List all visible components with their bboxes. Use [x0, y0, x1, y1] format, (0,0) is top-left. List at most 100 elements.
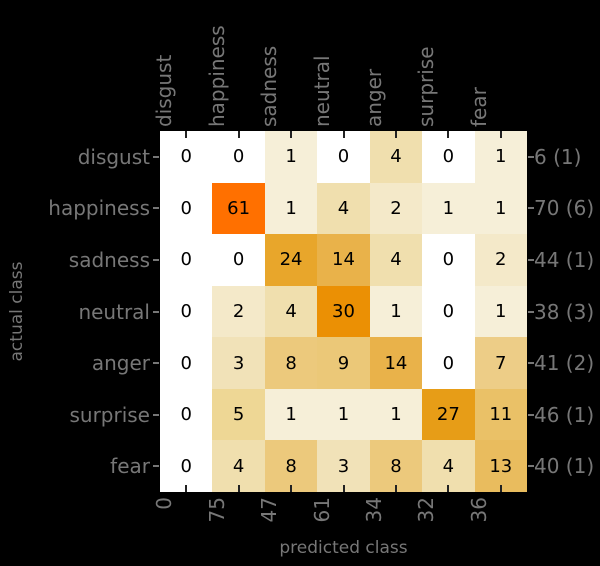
top-tick: [237, 131, 240, 138]
matrix-cell: 0: [160, 440, 213, 492]
matrix-cell: 8: [264, 440, 318, 492]
matrix-cell: 1: [264, 131, 318, 183]
column-total-label: 36: [466, 497, 491, 523]
matrix-cell: 1: [369, 388, 423, 441]
left-tick: [153, 362, 159, 365]
matrix-cell: 4: [317, 182, 370, 235]
x-axis-tick-label: happiness: [204, 25, 229, 127]
bottom-tick: [185, 485, 188, 492]
matrix-cell: 0: [212, 234, 265, 286]
matrix-cell: 27: [422, 388, 475, 441]
matrix-cell: 4: [369, 131, 423, 183]
matrix-cell: 4: [422, 440, 475, 492]
right-tick: [528, 207, 534, 210]
matrix-cell: 8: [264, 337, 318, 389]
column-total-label: 0: [152, 497, 177, 510]
y-axis-tick-label: fear: [110, 454, 150, 479]
matrix-cell: 0: [160, 234, 213, 286]
matrix-cell: 61: [212, 182, 265, 235]
top-tick: [185, 131, 188, 138]
row-total-label: 40 (1): [534, 454, 595, 479]
top-tick: [342, 131, 345, 138]
matrix-cell: 13: [474, 440, 527, 492]
y-axis-tick-label: neutral: [78, 299, 150, 324]
matrix-cell: 4: [369, 234, 423, 286]
left-tick: [153, 155, 159, 158]
matrix-cell: 5: [212, 388, 265, 441]
left-tick: [153, 258, 159, 261]
matrix-cell: 1: [264, 182, 318, 235]
matrix-cell: 0: [422, 234, 475, 286]
matrix-cell: 1: [264, 388, 318, 441]
right-tick: [528, 310, 534, 313]
column-total-label: 32: [414, 497, 439, 523]
x-axis-tick-label: anger: [361, 68, 386, 127]
matrix-cell: 1: [474, 285, 527, 338]
right-tick: [528, 155, 534, 158]
matrix-cell: 0: [422, 131, 475, 183]
right-tick: [528, 258, 534, 261]
matrix-cell: 0: [422, 337, 475, 389]
top-tick: [394, 131, 397, 138]
y-axis-tick-label: happiness: [48, 196, 150, 221]
row-total-label: 41 (2): [534, 351, 595, 376]
column-total-label: 47: [257, 497, 282, 523]
x-axis-tick-label: fear: [466, 87, 491, 127]
matrix-cell: 11: [474, 388, 527, 441]
matrix-cell: 0: [422, 285, 475, 338]
left-tick: [153, 465, 159, 468]
left-tick: [153, 310, 159, 313]
matrix-cell: 1: [474, 182, 527, 235]
y-axis-tick-label: anger: [91, 351, 150, 376]
matrix-cell: 14: [369, 337, 423, 389]
bottom-tick: [394, 485, 397, 492]
right-tick: [528, 413, 534, 416]
matrix-cell: 9: [317, 337, 370, 389]
matrix-cell: 1: [317, 388, 370, 441]
column-total-label: 61: [309, 497, 334, 523]
x-axis-tick-label: disgust: [152, 54, 177, 127]
top-tick: [447, 131, 450, 138]
matrix-cell: 1: [422, 182, 475, 235]
right-tick: [528, 465, 534, 468]
matrix-cell: 4: [264, 285, 318, 338]
row-total-label: 70 (6): [534, 196, 595, 221]
row-total-label: 6 (1): [534, 144, 582, 169]
bottom-tick: [499, 485, 502, 492]
matrix-cell: 0: [160, 337, 213, 389]
row-total-label: 44 (1): [534, 247, 595, 272]
matrix-cell: 0: [160, 131, 213, 183]
matrix-cell: 0: [317, 131, 370, 183]
top-tick: [499, 131, 502, 138]
matrix-cell: 0: [160, 388, 213, 441]
matrix-cell: 7: [474, 337, 527, 389]
bottom-tick: [447, 485, 450, 492]
matrix-cell: 30: [317, 285, 370, 338]
top-tick: [290, 131, 293, 138]
confusion-matrix-grid: 0 0 1 0 4 0 1 0 61 1 4 2 1 1 0 0 24 14 4 0 2 0 2 4 30 1 0 1 0 3 8 9 14 0 7…: [160, 131, 527, 492]
matrix-cell: 2: [474, 234, 527, 286]
matrix-cell: 2: [212, 285, 265, 338]
matrix-cell: 1: [369, 285, 423, 338]
row-total-label: 38 (3): [534, 299, 595, 324]
y-axis-title: actual class: [7, 261, 27, 362]
matrix-cell: 3: [317, 440, 370, 492]
bottom-tick: [290, 485, 293, 492]
x-axis-tick-label: surprise: [414, 46, 439, 127]
right-tick: [528, 362, 534, 365]
matrix-cell: 8: [369, 440, 423, 492]
matrix-cell: 4: [212, 440, 265, 492]
left-tick: [153, 207, 159, 210]
x-axis-title: predicted class: [279, 538, 408, 558]
matrix-cell: 1: [474, 131, 527, 183]
column-total-label: 75: [204, 497, 229, 523]
bottom-tick: [342, 485, 345, 492]
y-axis-tick-label: sadness: [68, 247, 150, 272]
bottom-tick: [237, 485, 240, 492]
matrix-cell: 2: [369, 182, 423, 235]
matrix-cell: 3: [212, 337, 265, 389]
x-axis-tick-label: sadness: [257, 45, 282, 127]
matrix-cell: 0: [160, 182, 213, 235]
row-total-label: 46 (1): [534, 402, 595, 427]
